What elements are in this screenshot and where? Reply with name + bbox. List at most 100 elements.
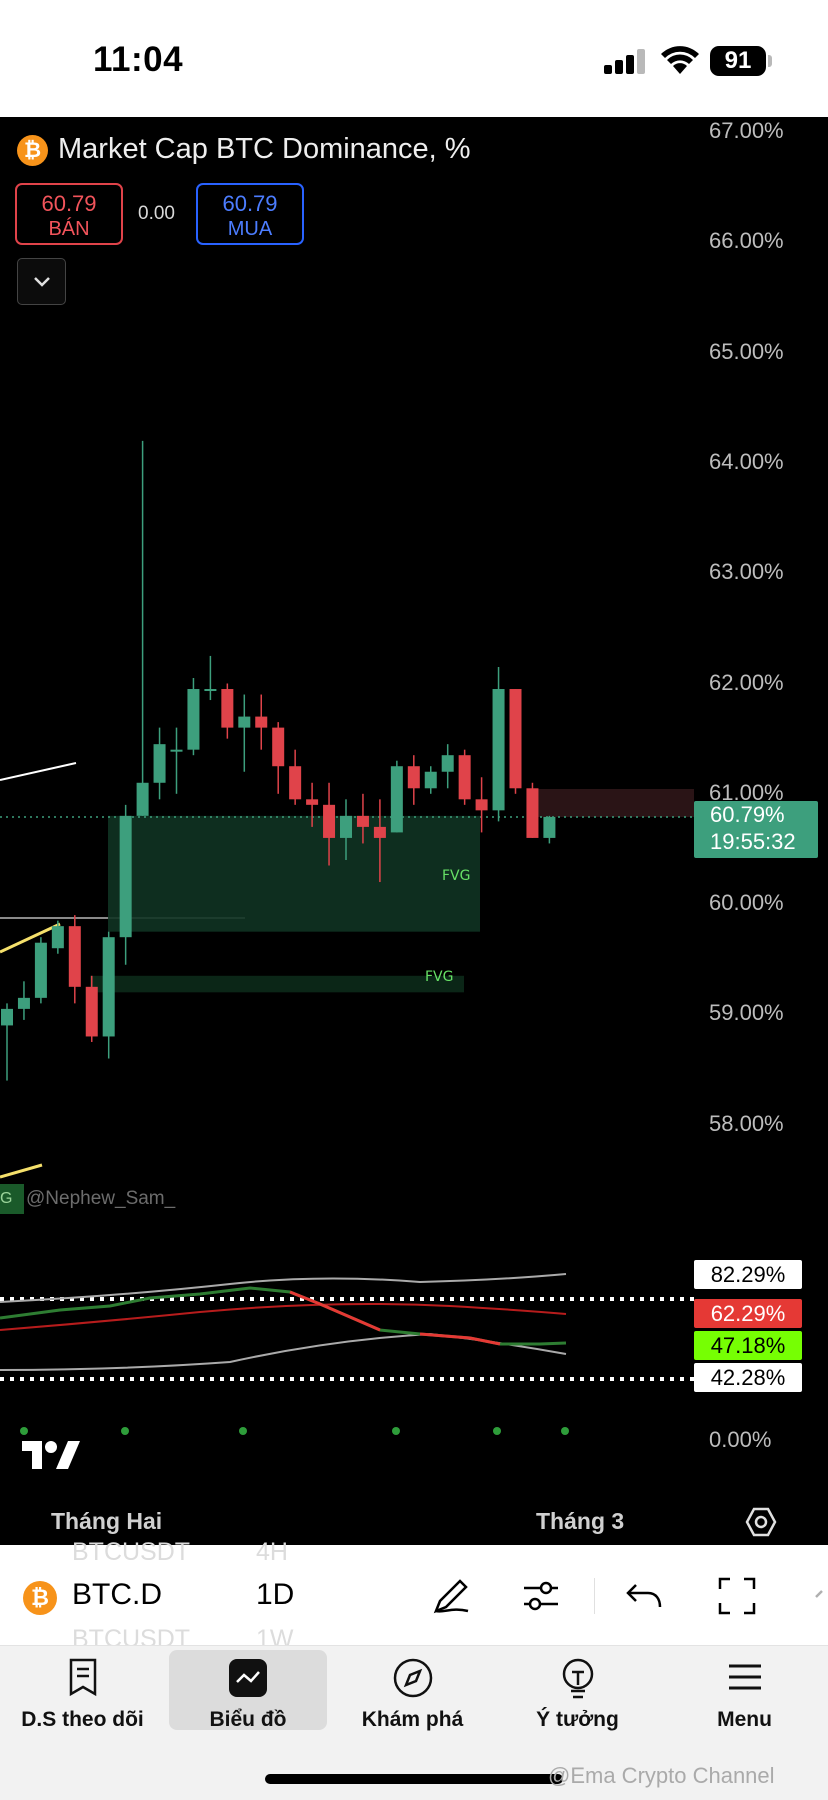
sell-label: BÁN — [48, 218, 90, 240]
candle-body — [272, 727, 285, 767]
candle — [458, 749, 471, 805]
candle-body — [204, 689, 217, 692]
undo-icon[interactable] — [622, 1573, 668, 1619]
spread-value: 0.00 — [138, 203, 175, 224]
trend-line-yellow — [0, 922, 61, 954]
collapse-legend-button[interactable] — [17, 258, 66, 305]
price-axis-label: 63.00% — [709, 559, 784, 585]
candle — [289, 749, 302, 805]
candle — [492, 666, 505, 822]
sell-price: 60.79 — [41, 191, 97, 216]
nav-tab-chart[interactable]: Biểu đồ — [169, 1650, 327, 1731]
candle-body — [289, 766, 302, 800]
candle-body — [85, 986, 98, 1037]
candle — [238, 694, 251, 772]
lightbulb-icon — [562, 1658, 593, 1699]
candle — [68, 915, 81, 1004]
trend-line — [0, 762, 77, 781]
bar-countdown: 19:55:32 — [710, 829, 796, 854]
candle-body — [255, 716, 268, 728]
price-axis-label: 59.00% — [709, 1000, 784, 1026]
candle — [306, 782, 319, 827]
home-indicator[interactable] — [265, 1774, 563, 1784]
price-axis-label: 67.00% — [709, 118, 784, 143]
candle — [323, 782, 336, 866]
candle-body — [356, 815, 369, 827]
nav-tab-ideas[interactable]: Ý tưởng — [505, 1650, 650, 1731]
candle-body — [543, 816, 556, 838]
time-label: Tháng Hai — [51, 1508, 163, 1534]
symbol-selector[interactable]: BTC.D — [72, 1578, 162, 1611]
buy-button[interactable]: 60.79 MUA — [196, 183, 304, 245]
nav-tab-menu[interactable]: Menu — [672, 1650, 817, 1731]
candle — [204, 655, 217, 701]
price-axis-label: 62.00% — [709, 669, 784, 695]
candle-body — [238, 716, 251, 728]
candle-body — [51, 926, 64, 949]
candle-body — [68, 926, 81, 987]
candle — [85, 975, 98, 1042]
current-price-value: 60.79% — [710, 802, 785, 827]
candle — [51, 920, 64, 954]
candle — [255, 694, 268, 750]
price-chart[interactable] — [0, 117, 828, 1545]
status-time: 11:04 — [93, 40, 184, 79]
candle — [187, 677, 200, 756]
fvg-label: FVG — [425, 969, 454, 985]
fvg-label-clipped: G — [0, 1184, 24, 1214]
candle-body — [492, 689, 505, 811]
indicator-signal-line — [0, 1303, 567, 1331]
candle-body — [475, 799, 488, 811]
candle — [407, 755, 420, 805]
candle-body — [221, 689, 234, 728]
nav-label: Khám phá — [361, 1708, 464, 1731]
indicators-sliders-icon[interactable] — [518, 1573, 564, 1619]
tradingview-logo-icon — [22, 1441, 80, 1469]
candle-body — [17, 997, 30, 1009]
candle — [170, 727, 183, 794]
nav-tab-watchlist[interactable]: D.S theo dõi — [10, 1650, 155, 1731]
indicator-level-tag: 47.18% — [694, 1331, 802, 1360]
candle-body — [170, 749, 183, 752]
ghost-interval-above: 4H — [256, 1538, 288, 1566]
candle-body — [153, 744, 166, 783]
nav-label: Menu — [717, 1708, 772, 1731]
nav-label: D.S theo dõi — [21, 1708, 144, 1731]
candle-body — [407, 766, 420, 789]
channel-watermark: @Ema Crypto Channel — [548, 1763, 775, 1788]
candle-body — [102, 937, 115, 1037]
ghost-symbol-above: BTCUSDT — [72, 1538, 191, 1566]
scroll-more-icon[interactable] — [808, 1573, 828, 1619]
watchlist-icon — [69, 1658, 96, 1697]
indicator-dots — [20, 1427, 569, 1435]
price-axis-label: 64.00% — [709, 448, 784, 474]
candle — [356, 793, 369, 844]
menu-icon — [728, 1664, 761, 1690]
chart-title[interactable]: Market Cap BTC Dominance, % — [58, 133, 471, 165]
chart-settings-icon[interactable] — [744, 1505, 778, 1539]
nav-label: Ý tưởng — [536, 1708, 619, 1731]
candle-body — [424, 771, 437, 789]
candle — [153, 727, 166, 800]
candle — [17, 981, 30, 1020]
nav-label: Biểu đồ — [209, 1708, 287, 1731]
price-axis-label: 65.00% — [709, 338, 784, 364]
candle — [221, 683, 234, 739]
price-axis-label: 58.00% — [709, 1110, 784, 1136]
range-box — [532, 789, 694, 817]
candle — [119, 804, 132, 965]
price-axis-label: 61.00% — [709, 779, 784, 805]
candle-body — [390, 766, 403, 833]
nav-tab-explore[interactable]: Khám phá — [340, 1650, 485, 1731]
interval-selector[interactable]: 1D — [256, 1578, 295, 1611]
candle — [272, 722, 285, 794]
indicator-level-tag: 82.29% — [694, 1260, 802, 1289]
bitcoin-icon: ₿ — [17, 135, 48, 166]
fullscreen-icon[interactable] — [714, 1573, 760, 1619]
candle-body — [306, 799, 319, 805]
price-axis-label: 66.00% — [709, 228, 784, 254]
candle-body — [526, 788, 539, 838]
drawing-pen-icon[interactable] — [428, 1573, 474, 1619]
sell-button[interactable]: 60.79 BÁN — [15, 183, 123, 245]
indicator-upper-band — [0, 1273, 567, 1303]
